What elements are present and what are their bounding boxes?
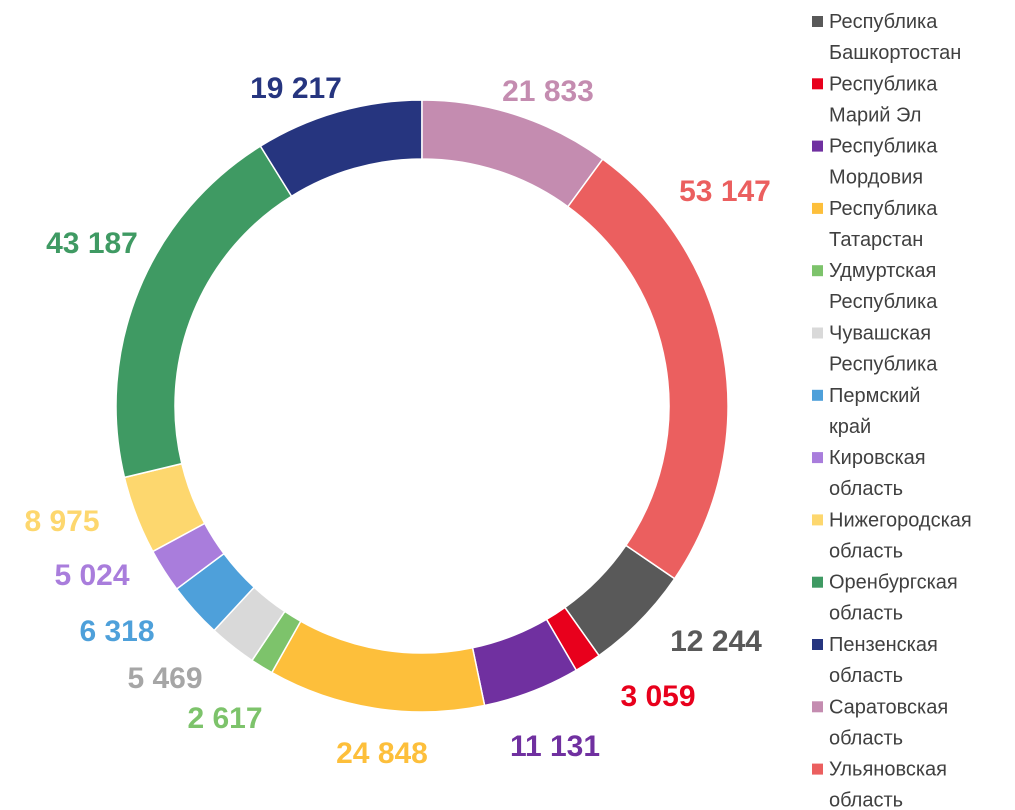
- legend-swatch: [812, 265, 823, 277]
- legend-label: Чувашская Республика: [829, 323, 938, 376]
- legend-label: Саратовская область: [829, 696, 948, 749]
- donut-slice: [270, 620, 486, 713]
- legend-swatch: [812, 16, 823, 27]
- legend-swatch: [812, 327, 823, 339]
- legend-swatch: [812, 389, 823, 401]
- data-label: 53 147: [679, 175, 771, 208]
- data-label: 11 131: [510, 730, 600, 763]
- donut-slice: [259, 99, 423, 198]
- data-label: 5 024: [54, 559, 129, 592]
- legend-label: Удмуртская Республика: [829, 260, 938, 313]
- data-label: 19 217: [250, 72, 342, 105]
- data-label: 5 469: [127, 662, 202, 695]
- legend-label: Пензенская область: [829, 634, 938, 687]
- legend-swatch: [812, 701, 823, 713]
- legend-label: Республика Мордовия: [829, 136, 938, 189]
- data-label: 43 187: [46, 227, 138, 260]
- legend-swatch: [812, 78, 823, 90]
- legend-label: Республика Татарстан: [829, 198, 938, 251]
- data-label: 8 975: [24, 505, 99, 538]
- legend-swatch: [812, 763, 823, 775]
- legend-label: Нижегородская область: [829, 509, 972, 562]
- legend-label: Республика Башкортостан: [829, 11, 961, 64]
- legend-swatch: [812, 639, 823, 650]
- data-label: 21 833: [502, 75, 594, 108]
- data-label: 2 617: [187, 702, 262, 735]
- donut-slice: [421, 99, 604, 208]
- legend-swatch: [812, 140, 823, 152]
- data-label: 12 244: [670, 625, 762, 658]
- legend-label: Пермский край: [829, 385, 920, 438]
- data-label: 24 848: [336, 737, 428, 770]
- donut-slice: [566, 158, 729, 580]
- data-label: 6 318: [79, 615, 154, 648]
- legend-swatch: [812, 576, 823, 588]
- legend-swatch: [812, 452, 823, 464]
- legend-swatch: [812, 202, 823, 214]
- legend-label: Ульяновская область: [829, 759, 947, 810]
- legend-label: Оренбургская область: [829, 572, 958, 625]
- legend-label: Республика Марий Эл: [829, 73, 938, 126]
- legend-swatch: [812, 514, 823, 526]
- legend-label: Кировская область: [829, 447, 926, 500]
- data-label: 3 059: [620, 680, 695, 713]
- donut-slice: [115, 145, 293, 479]
